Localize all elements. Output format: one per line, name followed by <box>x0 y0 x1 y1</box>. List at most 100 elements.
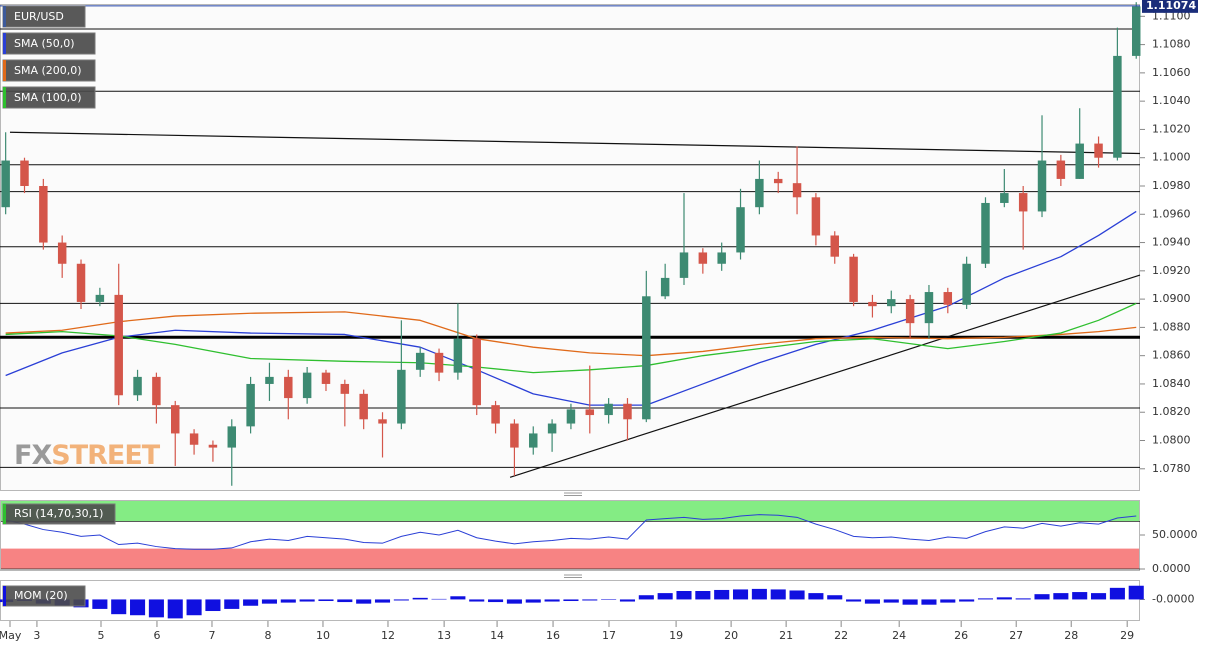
x-tick-label: 19 <box>669 629 683 642</box>
mom-bar <box>469 599 485 602</box>
legend-item[interactable]: MOM (20) <box>2 585 86 607</box>
mom-bar <box>921 599 937 605</box>
x-tick-label: 10 <box>316 629 330 642</box>
x-tick-label: 8 <box>264 629 271 642</box>
legend-item[interactable]: SMA (50,0) <box>2 32 96 55</box>
y-tick-label: 1.0940 <box>1152 236 1191 249</box>
x-tick-label: 12 <box>381 629 395 642</box>
x-tick-label: 29 <box>1120 629 1134 642</box>
legend-item[interactable]: SMA (100,0) <box>2 86 96 109</box>
y-tick-label: 1.1000 <box>1152 151 1191 164</box>
candle-body <box>529 433 538 448</box>
y-tick-label: 1.0800 <box>1152 434 1191 447</box>
mom-bar <box>506 599 522 604</box>
splitter[interactable] <box>564 492 582 578</box>
candle-body <box>114 294 123 396</box>
candle-body <box>472 338 481 406</box>
rsi-band <box>1 548 1139 569</box>
y-tick-label: 1.0980 <box>1152 179 1191 192</box>
y-tick-label: 1.0780 <box>1152 462 1191 475</box>
candle-body <box>415 352 425 370</box>
candle-body <box>736 207 745 253</box>
legend-item[interactable]: EUR/USD <box>2 5 86 28</box>
candle-body <box>604 403 613 416</box>
trend-line <box>9 131 1141 155</box>
watermark-part: FX <box>14 440 52 471</box>
x-tick-label: 13 <box>437 629 451 642</box>
candle-body <box>1113 55 1122 158</box>
candle-body <box>585 409 595 416</box>
mom-bar <box>280 599 296 603</box>
candle-body <box>302 372 312 399</box>
y-tick-label: 1.0880 <box>1152 320 1191 333</box>
plot-layer <box>0 2 1144 619</box>
candle-body <box>227 426 237 448</box>
mom-bar <box>676 591 692 600</box>
mom-bar <box>186 599 202 616</box>
legend-label: EUR/USD <box>14 10 64 23</box>
mom-bar <box>714 589 730 600</box>
mom-bar <box>902 599 918 605</box>
candle-body <box>943 292 953 305</box>
candle-body <box>1037 160 1047 212</box>
candle-body <box>434 352 444 373</box>
labels-layer: 1.0780 1.0800 1.0820 1.0840 1.0860 1.0880 1.09… <box>0 0 1198 642</box>
candle-body <box>133 376 142 396</box>
candle-body <box>246 383 255 427</box>
candle-body <box>887 299 896 307</box>
background-layer: FXSTREET <box>0 15 1145 627</box>
mom-bar <box>130 599 146 616</box>
candle-body <box>773 178 783 184</box>
sma-line <box>5 311 1137 357</box>
candle-body <box>510 423 519 448</box>
mom-bar <box>657 593 673 600</box>
legend-swatch <box>3 33 6 54</box>
candle-body <box>962 263 971 305</box>
candle-body <box>20 160 29 186</box>
mom-bar <box>563 599 579 602</box>
mom-bar <box>224 599 240 609</box>
candle-body <box>792 183 802 198</box>
mom-bar <box>299 599 315 602</box>
candle-body <box>453 338 463 373</box>
x-tick-label: 24 <box>892 629 906 642</box>
candle-body <box>359 393 368 420</box>
candle-body <box>1075 143 1084 179</box>
y-tick-label: 1.1040 <box>1152 94 1191 107</box>
mom-bar <box>638 595 654 600</box>
mom-bar <box>1053 593 1069 600</box>
mom-bar <box>111 599 127 615</box>
candle-body <box>1131 6 1141 56</box>
legend-item[interactable]: SMA (200,0) <box>2 59 96 82</box>
y-tick-label: 1.0840 <box>1152 377 1191 390</box>
candle-body <box>1018 193 1028 212</box>
legend-swatch <box>3 60 6 81</box>
legend-swatch <box>3 586 6 606</box>
y-tick-label: 1.0860 <box>1152 349 1191 362</box>
candle-body <box>1 160 10 208</box>
legend-item[interactable]: RSI (14,70,30,1) <box>2 503 116 525</box>
y-tick-label: 1.1060 <box>1152 66 1191 79</box>
candle-body <box>811 197 821 236</box>
candle-body <box>698 252 708 264</box>
legend-swatch <box>3 504 6 524</box>
sma-line <box>5 210 1137 406</box>
candle-body <box>152 376 161 406</box>
rsi-line <box>5 514 1137 550</box>
candle-body <box>208 444 218 448</box>
x-tick-label: 7 <box>208 629 215 642</box>
mom-bar <box>1072 592 1088 600</box>
candle-body <box>39 185 48 243</box>
mom-bar <box>996 597 1012 600</box>
watermark: FXSTREET <box>14 440 161 471</box>
x-tick-label: 3 <box>33 629 40 642</box>
mom-bar <box>864 599 880 604</box>
x-tick-label: 26 <box>954 629 968 642</box>
mom-bar <box>243 599 259 606</box>
mom-bar <box>1034 594 1050 600</box>
mom-bar <box>1091 593 1107 600</box>
mom-bar <box>695 591 711 600</box>
candle-body <box>189 433 199 445</box>
legend-swatch <box>3 87 6 108</box>
candle-body <box>76 263 86 302</box>
